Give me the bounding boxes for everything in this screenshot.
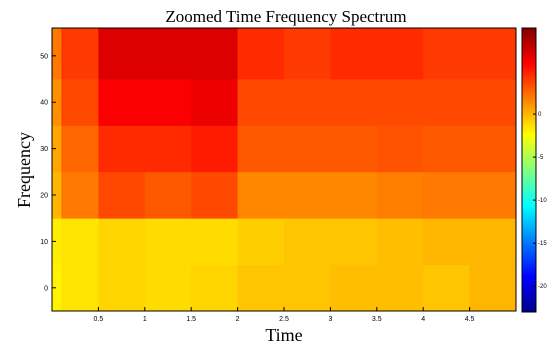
heatmap-cell [376, 264, 424, 312]
x-tick-label: 2.5 [279, 316, 289, 323]
x-tick-label: 1.5 [186, 316, 196, 323]
x-tick-label: 4 [421, 316, 425, 323]
heatmap-cell [144, 28, 192, 80]
heatmap-cell [191, 264, 238, 312]
heatmap-cell [376, 79, 424, 126]
heatmap-cell [330, 125, 378, 173]
heatmap-cell [98, 28, 146, 80]
y-ticks: 0 10 20 30 40 50 [40, 53, 56, 292]
y-axis-label: Frequency [14, 132, 34, 208]
heatmap-cell [144, 218, 192, 266]
heatmap-cell [52, 79, 62, 126]
heatmap-cell [469, 28, 517, 80]
heatmap-cell [330, 218, 378, 266]
x-tick-label: 1 [143, 316, 147, 323]
heatmap-cell [144, 264, 192, 312]
heatmap-cell [191, 171, 238, 219]
colorbar-ramp [521, 27, 537, 313]
heatmap-cell [98, 218, 146, 266]
heatmap-layer [52, 28, 517, 312]
heatmap-cell [284, 125, 331, 173]
heatmap-cell [144, 171, 192, 219]
heatmap-cell [423, 218, 470, 266]
heatmap-cell [423, 28, 470, 80]
heatmap-cell [284, 171, 331, 219]
heatmap-cell [330, 28, 378, 80]
colorbar-tick-label: -15 [538, 241, 547, 247]
chart-title: Zoomed Time Frequency Spectrum [165, 7, 406, 26]
y-tick-label: 50 [40, 53, 48, 60]
heatmap-cell [284, 264, 331, 312]
x-axis-label: Time [265, 325, 302, 345]
x-tick-label: 0.5 [94, 316, 104, 323]
heatmap-cell [98, 79, 146, 126]
heatmap-cell [61, 218, 99, 266]
heatmap-cell [330, 79, 378, 126]
heatmap-cell [469, 171, 517, 219]
heatmap-cell [191, 79, 238, 126]
heatmap-cell [330, 171, 378, 219]
heatmap-cell [284, 79, 331, 126]
heatmap-cell [52, 218, 62, 266]
y-tick-label: 40 [40, 100, 48, 107]
x-tick-label: 3.5 [372, 316, 382, 323]
heatmap-cell [98, 264, 146, 312]
heatmap-cell [61, 171, 99, 219]
heatmap-cell [191, 218, 238, 266]
heatmap-cell [376, 218, 424, 266]
heatmap-cell [423, 79, 470, 126]
heatmap-cell [52, 125, 62, 173]
y-tick-label: 0 [44, 285, 48, 292]
heatmap-cell [423, 171, 470, 219]
heatmap-cell [61, 125, 99, 173]
heatmap-cell [52, 28, 62, 80]
x-ticks: 0.5 1 1.5 2 2.5 3 3.5 4 4.5 [94, 307, 475, 323]
heatmap-cell [376, 171, 424, 219]
y-tick-label: 10 [40, 239, 48, 246]
heatmap-cell [61, 79, 99, 126]
heatmap-cell [52, 171, 62, 219]
heatmap-cell [52, 264, 62, 312]
heatmap-cell [284, 28, 331, 80]
heatmap-cell [191, 28, 238, 80]
heatmap-cell [284, 218, 331, 266]
heatmap-cell [423, 125, 470, 173]
heatmap-cell [423, 264, 470, 312]
heatmap-cell [237, 125, 285, 173]
x-tick-label: 2 [236, 316, 240, 323]
heatmap-cell [237, 218, 285, 266]
x-tick-label: 4.5 [465, 316, 475, 323]
colorbar-tick-label: 0 [538, 112, 542, 118]
heatmap-cell [98, 171, 146, 219]
heatmap-cell [469, 218, 517, 266]
y-tick-label: 20 [40, 193, 48, 200]
heatmap-cell [469, 125, 517, 173]
x-tick-label: 3 [328, 316, 332, 323]
heatmap-cell [144, 79, 192, 126]
heatmap-cell [469, 79, 517, 126]
colorbar-ticks: 0 -5 -10 -15 -20 [533, 112, 547, 290]
heatmap-cell [237, 28, 285, 80]
heatmap-cell [376, 125, 424, 173]
heatmap-cell [237, 171, 285, 219]
colorbar-tick-label: -5 [538, 155, 544, 161]
heatmap-cell [61, 264, 99, 312]
heatmap-cell [330, 264, 378, 312]
colorbar: 0 -5 -10 -15 -20 [521, 27, 547, 313]
colorbar-tick-label: -10 [538, 198, 547, 204]
heatmap-cell [469, 264, 517, 312]
heatmap-cell [237, 79, 285, 126]
y-tick-label: 30 [40, 146, 48, 153]
colorbar-tick-label: -20 [538, 284, 547, 290]
heatmap-cell [191, 125, 238, 173]
heatmap-cell [237, 264, 285, 312]
heatmap-cell [98, 125, 146, 173]
heatmap-cell [376, 28, 424, 80]
heatmap-cell [144, 125, 192, 173]
heatmap-cell [61, 28, 99, 80]
